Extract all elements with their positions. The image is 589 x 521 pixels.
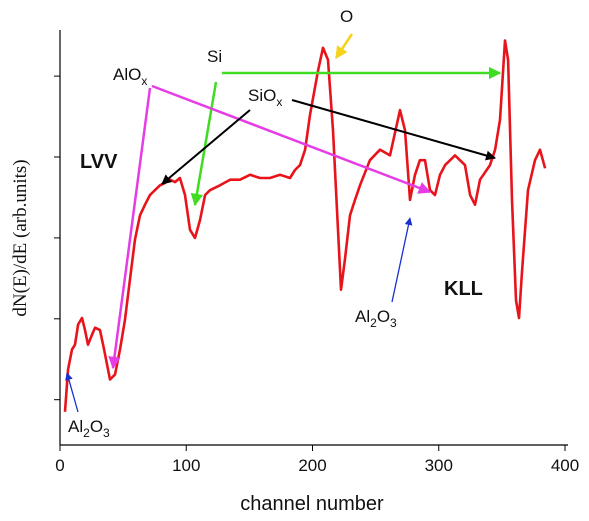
arrow — [391, 217, 413, 303]
arrow — [334, 33, 354, 60]
y-axis-label: dN(E)/dE (arb.units) — [10, 159, 31, 316]
annotation: AlOx — [113, 65, 147, 88]
data-line — [63, 39, 547, 412]
arrows — [65, 33, 502, 413]
arrow — [161, 109, 251, 185]
x-tick-label: 200 — [298, 456, 326, 475]
arrow — [291, 99, 496, 161]
arrow — [65, 372, 79, 413]
x-tick-label: 0 — [55, 456, 64, 475]
annotation: SiOx — [248, 86, 282, 109]
annotation: Al2O3 — [355, 307, 397, 330]
arrow — [108, 87, 152, 370]
arrow — [190, 81, 218, 207]
annotation: O — [340, 7, 353, 26]
arrow — [151, 84, 432, 194]
annotation: Al2O3 — [68, 417, 110, 440]
annotation: Si — [207, 47, 222, 66]
x-tick-label: 100 — [172, 456, 200, 475]
annotation: LVV — [80, 151, 118, 173]
x-axis-label: channel number — [240, 493, 384, 515]
x-tick-label: 300 — [425, 456, 453, 475]
x-tick-label: 400 — [551, 456, 579, 475]
annotation: KLL — [444, 278, 483, 300]
